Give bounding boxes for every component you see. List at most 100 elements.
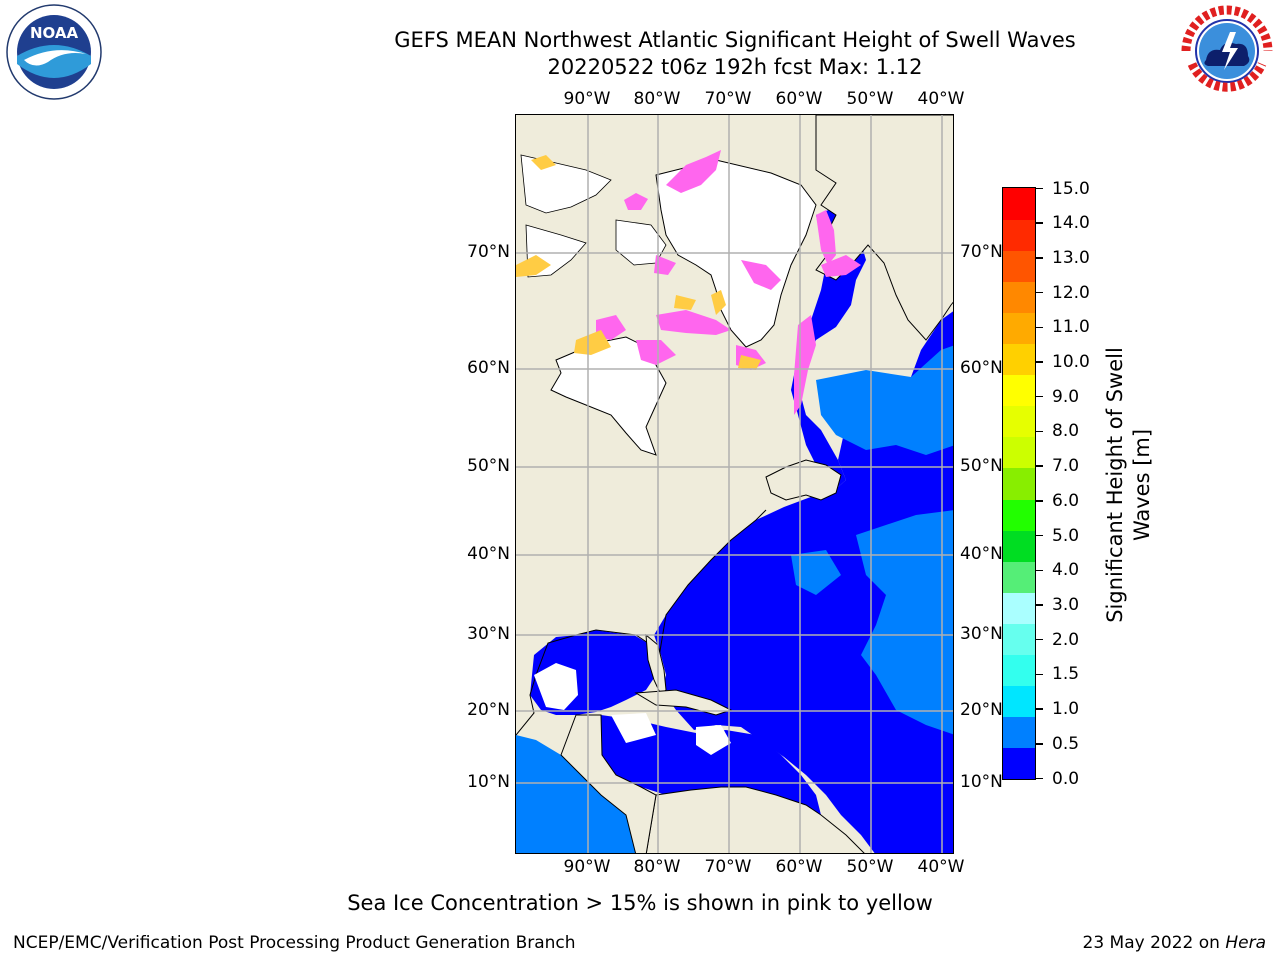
lat-tick-left: 70°N xyxy=(467,242,510,262)
svg-text:NOAA: NOAA xyxy=(30,24,79,42)
colorbar-segment xyxy=(1003,716,1035,748)
colorbar-label: 0.0 xyxy=(1052,768,1080,789)
colorbar-tick xyxy=(1036,534,1043,537)
colorbar-tick xyxy=(1036,222,1043,224)
colorbar-label: 15.0 xyxy=(1052,178,1090,199)
lat-tick-left: 10°N xyxy=(467,772,510,792)
colorbar-label: 10.0 xyxy=(1052,352,1090,373)
caribbean-white xyxy=(611,713,656,743)
colorbar-segment xyxy=(1003,250,1035,283)
ocean-mid-3 xyxy=(791,550,841,595)
north-america-coast xyxy=(516,509,767,736)
colorbar-label: 6.0 xyxy=(1052,490,1080,511)
colorbar-tick xyxy=(1036,569,1043,571)
colorbar-segment xyxy=(1003,312,1035,345)
colorbar-label: 13.0 xyxy=(1052,247,1090,268)
colorbar-label: 0.5 xyxy=(1052,733,1080,754)
lat-tick-right: 40°N xyxy=(960,544,1003,564)
footer-credit: NCEP/EMC/Verification Post Processing Pr… xyxy=(13,933,576,953)
colorbar-label: 3.0 xyxy=(1052,594,1080,615)
colorbar-tick xyxy=(1036,257,1043,259)
footer-host: Hera xyxy=(1225,933,1266,953)
colorbar-segment xyxy=(1003,498,1035,531)
colorbar-segment xyxy=(1003,343,1035,376)
colorbar-segment xyxy=(1003,561,1035,593)
colorbar-segment xyxy=(1003,685,1035,717)
colorbar-tick xyxy=(1036,638,1043,641)
lon-tick-top: 90°W xyxy=(563,89,611,109)
lat-tick-right: 10°N xyxy=(960,772,1003,792)
lon-tick-top: 50°W xyxy=(846,89,894,109)
colorbar-segment xyxy=(1003,747,1035,779)
colorbar-tick xyxy=(1036,777,1043,780)
lon-tick-bottom: 40°W xyxy=(917,857,965,877)
cuba xyxy=(634,689,733,716)
lat-tick-left: 60°N xyxy=(467,358,510,378)
lon-tick-bottom: 80°W xyxy=(633,857,681,877)
ocean-pacific xyxy=(516,735,641,853)
colorbar-tick xyxy=(1036,430,1043,433)
ocean-mid-1 xyxy=(816,345,953,455)
ocean-caribbean xyxy=(601,715,821,815)
colorbar-label: 14.0 xyxy=(1052,213,1090,234)
colorbar-label: 1.0 xyxy=(1052,699,1080,720)
lon-tick-top: 80°W xyxy=(633,89,681,109)
colorbar-tick xyxy=(1036,673,1043,676)
lon-tick-top: 40°W xyxy=(917,89,965,109)
colorbar-label: 4.0 xyxy=(1052,560,1080,581)
colorbar-tick xyxy=(1036,361,1043,363)
colorbar-tick xyxy=(1036,743,1043,745)
lat-tick-right: 70°N xyxy=(960,242,1003,262)
lat-tick-right: 20°N xyxy=(960,700,1003,720)
lat-tick-right: 60°N xyxy=(960,358,1003,378)
colorbar-title-line2: Waves [m] xyxy=(1130,428,1154,542)
lon-tick-bottom: 90°W xyxy=(563,857,611,877)
colorbar-segment xyxy=(1003,530,1035,562)
colorbar-segment xyxy=(1003,592,1035,624)
lat-tick-right: 30°N xyxy=(960,624,1003,644)
colorbar-segment xyxy=(1003,405,1035,438)
colorbar-tick xyxy=(1036,395,1043,398)
colorbar-label: 9.0 xyxy=(1052,386,1080,407)
colorbar-segment xyxy=(1003,188,1035,221)
nws-logo xyxy=(1178,2,1276,100)
colorbar-label: 8.0 xyxy=(1052,421,1080,442)
ocean-mid-2 xyxy=(856,510,953,735)
colorbar xyxy=(1002,187,1036,780)
lon-tick-bottom: 50°W xyxy=(846,857,894,877)
map-gridlines xyxy=(516,115,953,853)
colorbar-label: 7.0 xyxy=(1052,456,1080,477)
caribbean-white-2 xyxy=(696,725,731,755)
colorbar-segment xyxy=(1003,654,1035,686)
lon-tick-top: 60°W xyxy=(775,89,823,109)
colorbar-label: 12.0 xyxy=(1052,282,1090,303)
sea-ice-note: Sea Ice Concentration > 15% is shown in … xyxy=(347,891,933,915)
greenland-coast xyxy=(815,115,953,341)
lon-tick-bottom: 60°W xyxy=(775,857,823,877)
lat-tick-left: 20°N xyxy=(467,700,510,720)
colorbar-label: 11.0 xyxy=(1052,317,1090,338)
lat-tick-left: 30°N xyxy=(467,624,510,644)
colorbar-tick xyxy=(1036,708,1043,710)
ocean-labrador xyxy=(791,207,866,487)
colorbar-segment xyxy=(1003,436,1035,469)
central-america xyxy=(560,714,657,853)
colorbar-label: 2.0 xyxy=(1052,629,1080,650)
footer-date-text: 23 May 2022 on xyxy=(1082,933,1226,953)
colorbar-title-line1: Significant Height of Swell xyxy=(1103,347,1127,623)
noaa-logo: NOAA xyxy=(4,4,104,100)
colorbar-tick xyxy=(1036,187,1043,190)
lat-tick-left: 40°N xyxy=(467,544,510,564)
south-america xyxy=(645,786,865,853)
colorbar-label: 1.5 xyxy=(1052,664,1080,685)
colorbar-segment xyxy=(1003,467,1035,500)
chart-title: GEFS MEAN Northwest Atlantic Significant… xyxy=(394,28,1076,52)
chart-subtitle: 20220522 t06z 192h fcst Max: 1.12 xyxy=(547,55,923,79)
colorbar-tick xyxy=(1036,604,1043,606)
colorbar-tick xyxy=(1036,465,1043,467)
lat-tick-right: 50°N xyxy=(960,456,1003,476)
colorbar-segment xyxy=(1003,623,1035,655)
colorbar-segment xyxy=(1003,374,1035,407)
colorbar-segment xyxy=(1003,281,1035,314)
lon-tick-bottom: 70°W xyxy=(704,857,752,877)
